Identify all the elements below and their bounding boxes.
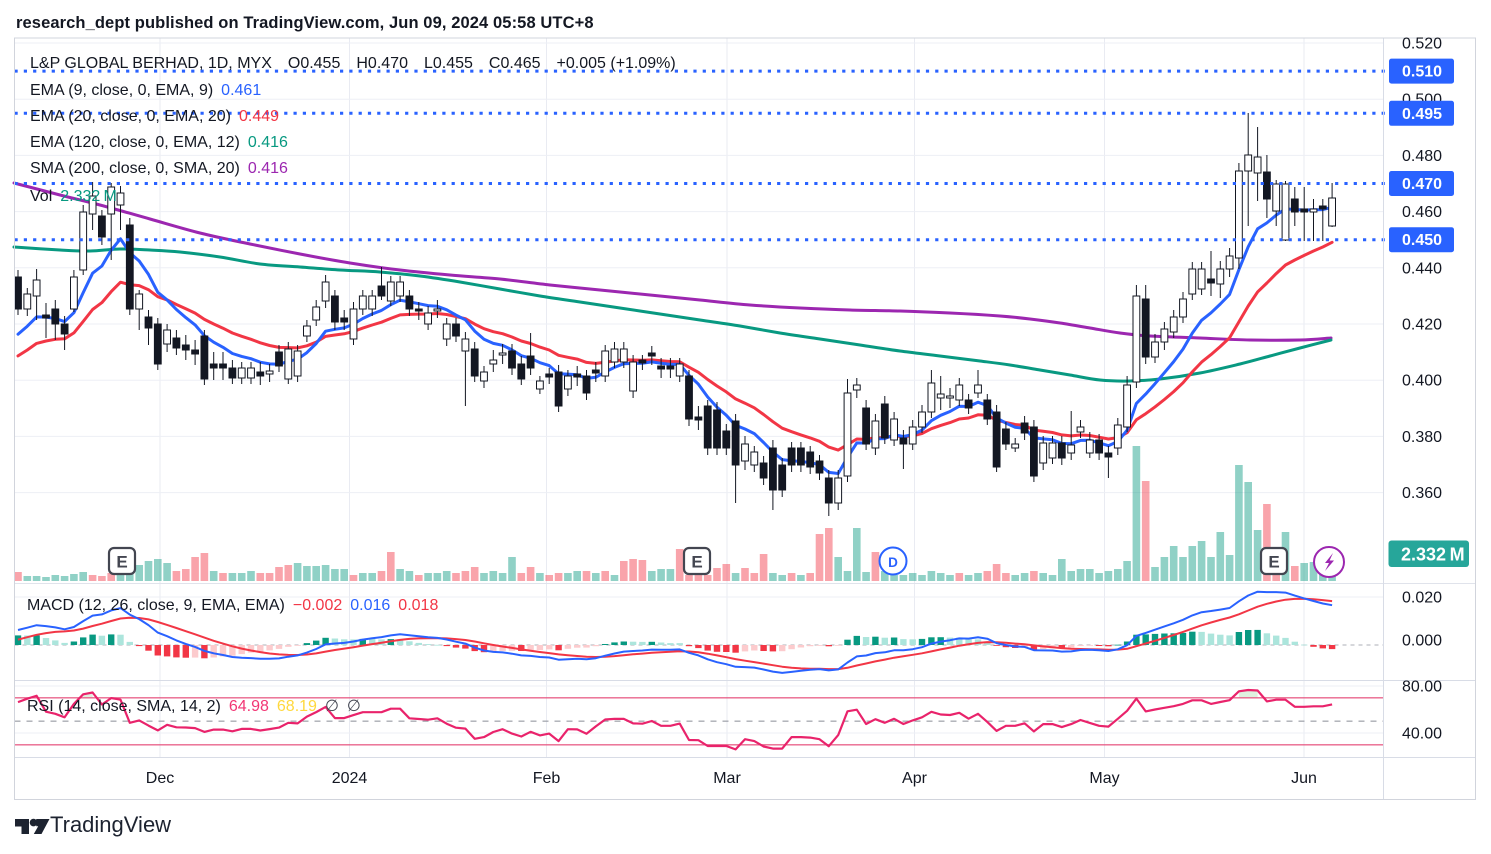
svg-text:40.00: 40.00 — [1402, 726, 1442, 743]
svg-text:2.332 M: 2.332 M — [1401, 545, 1465, 565]
svg-text:E: E — [691, 553, 702, 572]
svg-text:EMA (120, close, 0, EMA, 12) 0: EMA (120, close, 0, EMA, 12) 0.416 — [30, 134, 288, 151]
svg-text:Dec: Dec — [146, 770, 174, 787]
svg-text:Feb: Feb — [533, 770, 561, 787]
svg-text:0.420: 0.420 — [1402, 317, 1442, 334]
svg-text:0.440: 0.440 — [1402, 260, 1442, 277]
svg-text:TradingView: TradingView — [50, 812, 171, 837]
svg-text:RSI (14, close, SMA, 14, 2) 64: RSI (14, close, SMA, 14, 2) 64.98 68.19 … — [27, 698, 361, 715]
svg-text:SMA (200, close, 0, SMA, 20) 0: SMA (200, close, 0, SMA, 20) 0.416 — [30, 160, 288, 177]
svg-text:Mar: Mar — [713, 770, 741, 787]
svg-text:0.360: 0.360 — [1402, 485, 1442, 502]
svg-text:D: D — [888, 555, 898, 570]
svg-text:0.495: 0.495 — [1402, 106, 1442, 123]
svg-text:0.510: 0.510 — [1402, 64, 1442, 81]
svg-text:0.460: 0.460 — [1402, 204, 1442, 221]
svg-text:Vol 2.332 M: Vol 2.332 M — [30, 188, 117, 205]
svg-text:Jun: Jun — [1291, 770, 1317, 787]
svg-text:0.520: 0.520 — [1402, 36, 1442, 53]
svg-text:80.00: 80.00 — [1402, 679, 1442, 696]
svg-text:0.400: 0.400 — [1402, 373, 1442, 390]
svg-text:2024: 2024 — [332, 770, 368, 787]
svg-text:EMA (20, close, 0, EMA, 20) 0.: EMA (20, close, 0, EMA, 20) 0.449 — [30, 108, 279, 125]
svg-text:0.450: 0.450 — [1402, 232, 1442, 249]
svg-text:MACD (12, 26, close, 9, EMA, E: MACD (12, 26, close, 9, EMA, EMA) −0.002… — [27, 597, 438, 614]
svg-text:0.470: 0.470 — [1402, 176, 1442, 193]
svg-text:research_dept published on Tra: research_dept published on TradingView.c… — [16, 14, 594, 32]
svg-text:0.380: 0.380 — [1402, 429, 1442, 446]
svg-text:0.000: 0.000 — [1402, 633, 1442, 650]
svg-text:E: E — [1268, 553, 1279, 572]
svg-text:Apr: Apr — [902, 770, 928, 787]
svg-text:0.020: 0.020 — [1402, 590, 1442, 607]
svg-text:L&P GLOBAL BERHAD, 1D, MYX O0: L&P GLOBAL BERHAD, 1D, MYX O0.455 H0.470… — [30, 55, 676, 72]
svg-text:E: E — [116, 553, 127, 572]
svg-text:May: May — [1089, 770, 1119, 787]
svg-text:0.480: 0.480 — [1402, 148, 1442, 165]
svg-text:EMA (9, close, 0, EMA, 9) 0.46: EMA (9, close, 0, EMA, 9) 0.461 — [30, 82, 261, 99]
